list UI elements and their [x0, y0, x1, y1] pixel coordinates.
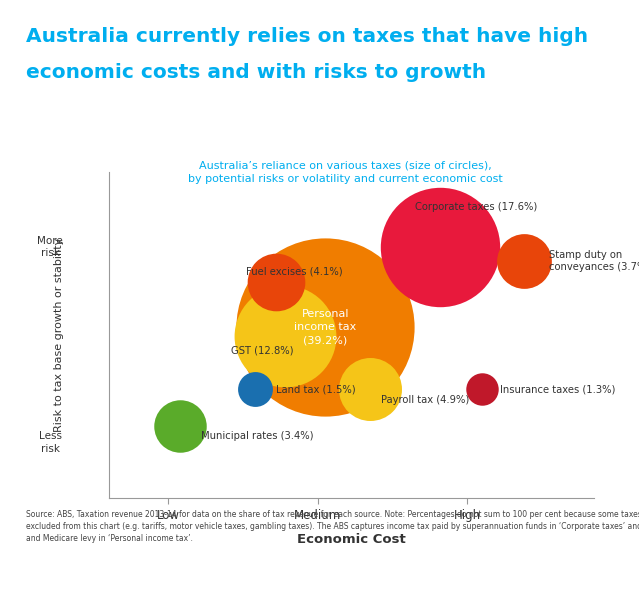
- Point: [250, 384, 260, 394]
- Text: Australia’s reliance on various taxes (size of circles),
by potential risks or v: Australia’s reliance on various taxes (s…: [188, 160, 502, 184]
- Text: Stamp duty on
conveyances (3.7%): Stamp duty on conveyances (3.7%): [550, 249, 639, 272]
- Text: Source: ABS, Taxation revenue 2013-14 for data on the share of tax revenue for e: Source: ABS, Taxation revenue 2013-14 fo…: [26, 510, 639, 543]
- Text: economic costs and with risks to growth: economic costs and with risks to growth: [26, 63, 486, 82]
- Text: Australia currently relies on taxes that have high: Australia currently relies on taxes that…: [26, 27, 588, 46]
- Text: More
risk: More risk: [38, 236, 63, 258]
- Point: [175, 421, 185, 431]
- Point: [435, 242, 445, 252]
- Text: Fuel excises (4.1%): Fuel excises (4.1%): [246, 266, 343, 277]
- Text: Land tax (1.5%): Land tax (1.5%): [276, 384, 356, 394]
- X-axis label: Economic Cost: Economic Cost: [297, 533, 406, 546]
- Y-axis label: Risk to tax base growth or stability: Risk to tax base growth or stability: [54, 238, 64, 432]
- Point: [519, 256, 529, 266]
- Text: Less
risk: Less risk: [39, 431, 62, 454]
- Point: [271, 277, 281, 287]
- Point: [280, 331, 290, 341]
- Text: Payroll tax (4.9%): Payroll tax (4.9%): [381, 395, 469, 405]
- Point: [320, 323, 330, 332]
- Text: Personal
income tax
(39.2%): Personal income tax (39.2%): [294, 309, 357, 345]
- Point: [365, 384, 375, 394]
- Point: [477, 384, 488, 394]
- Text: Corporate taxes (17.6%): Corporate taxes (17.6%): [415, 202, 537, 213]
- Text: Insurance taxes (1.3%): Insurance taxes (1.3%): [500, 384, 615, 394]
- Text: Municipal rates (3.4%): Municipal rates (3.4%): [201, 431, 314, 442]
- Text: GST (12.8%): GST (12.8%): [231, 345, 294, 356]
